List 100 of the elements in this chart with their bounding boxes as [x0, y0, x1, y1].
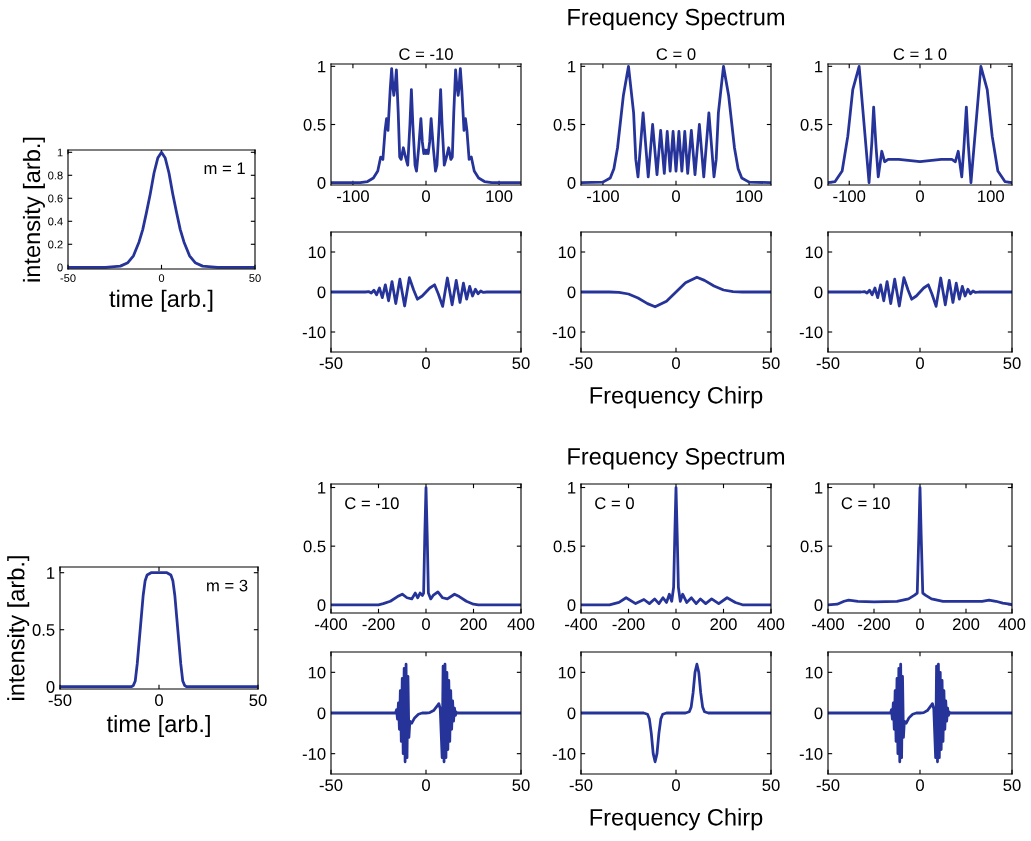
- y-tick-label: 1: [47, 567, 55, 579]
- x-axis-title: time [arb.]: [109, 289, 213, 312]
- x-tick-label: 0: [916, 357, 924, 370]
- x-tick-label: 400: [507, 618, 535, 631]
- x-tick-label: 400: [998, 618, 1026, 631]
- x-tick-label: -50: [60, 274, 76, 283]
- x-tick-label: 50: [249, 694, 267, 707]
- y-tick-label: 0: [567, 599, 576, 611]
- y-tick-label: 0: [814, 177, 823, 189]
- x-tick-label: 100: [486, 190, 513, 203]
- y-tick-label: 0.6: [48, 194, 63, 203]
- y-tick-label: 0.5: [32, 624, 55, 636]
- y-tick-label: 0: [317, 286, 326, 299]
- y-tick-label: 0.4: [48, 217, 63, 226]
- line-series: [828, 276, 1012, 308]
- y-tick-label: 0: [46, 681, 55, 693]
- annotation: m = 3: [207, 579, 248, 592]
- x-tick-label: 0: [916, 779, 924, 792]
- x-tick-label: 0: [672, 357, 680, 370]
- y-tick-label: 1: [815, 482, 823, 494]
- line-series: [331, 276, 521, 308]
- x-tick-label: -50: [569, 779, 593, 792]
- y-tick-label: 10: [805, 246, 823, 259]
- x-tick-label: 0: [672, 190, 680, 203]
- y-tick-label: 0: [567, 286, 576, 299]
- x-tick-label: 100: [978, 190, 1005, 203]
- line-series: [581, 662, 771, 764]
- y-tick-label: 0: [317, 177, 326, 189]
- y-tick-label: -10: [302, 748, 326, 760]
- x-tick-label: 50: [1003, 779, 1021, 792]
- chart-title: C = -10: [399, 48, 453, 60]
- chart-title: C = 1 0: [893, 48, 947, 60]
- annotation: C = 0: [595, 497, 634, 510]
- annotation: C = 10: [841, 497, 890, 510]
- x-tick-label: 200: [952, 618, 980, 631]
- y-tick-label: 10: [805, 666, 823, 679]
- line-series: [828, 662, 1012, 764]
- y-tick-label: 0: [317, 599, 326, 611]
- annotation: C = -10: [345, 497, 399, 510]
- y-tick-label: 0: [317, 707, 326, 720]
- x-tick-label: -100: [336, 190, 369, 203]
- y-tick-label: 1: [318, 60, 326, 73]
- y-tick-label: -10: [552, 748, 576, 760]
- x-tick-label: -200: [612, 618, 645, 631]
- y-tick-label: 0.2: [48, 240, 63, 249]
- x-tick-label: 0: [422, 779, 430, 792]
- y-tick-label: 0.5: [553, 540, 576, 553]
- x-axis-title: Frequency Chirp: [590, 808, 763, 831]
- x-tick-label: -50: [319, 779, 343, 792]
- x-tick-label: -50: [569, 357, 593, 370]
- y-axis-title: intensity [arb.]: [22, 137, 45, 282]
- x-tick-label: 50: [512, 357, 530, 370]
- y-tick-label: 0: [567, 707, 576, 720]
- x-tick-label: 0: [422, 190, 430, 203]
- y-tick-label: 1: [57, 148, 63, 157]
- x-tick-label: 50: [762, 357, 780, 370]
- line-series: [68, 150, 255, 269]
- y-tick-label: 0: [567, 177, 576, 189]
- chart-subtitle: C = 0: [656, 48, 696, 60]
- y-tick-label: 1: [815, 60, 823, 73]
- y-tick-label: 10: [308, 246, 326, 259]
- line-series: [331, 662, 521, 764]
- y-tick-label: 1: [568, 60, 576, 73]
- x-tick-label: 50: [762, 779, 780, 792]
- y-tick-label: 0.5: [800, 118, 823, 131]
- x-tick-label: -50: [816, 779, 840, 792]
- y-tick-label: 10: [558, 246, 576, 259]
- y-tick-label: 0.5: [303, 118, 326, 131]
- x-tick-label: 200: [710, 618, 737, 631]
- x-tick-label: -50: [319, 357, 343, 370]
- line-series: [581, 64, 771, 185]
- x-axis-title: time [arb.]: [106, 714, 210, 737]
- y-tick-label: 0.8: [48, 171, 63, 180]
- x-tick-label: -100: [833, 190, 866, 203]
- x-tick-label: -400: [315, 618, 348, 631]
- y-tick-label: 0: [814, 707, 823, 720]
- x-tick-label: -200: [858, 618, 891, 631]
- line-series: [828, 64, 1012, 185]
- x-tick-label: -200: [362, 618, 395, 631]
- y-tick-label: 10: [558, 666, 576, 679]
- x-tick-label: 400: [757, 618, 785, 631]
- y-tick-label: -10: [799, 326, 823, 339]
- x-tick-label: -100: [586, 190, 619, 203]
- y-tick-label: 0.5: [800, 540, 823, 553]
- x-tick-label: -50: [48, 694, 72, 707]
- y-tick-label: -10: [552, 326, 576, 339]
- x-tick-label: -50: [816, 357, 840, 370]
- x-tick-label: 0: [916, 618, 924, 631]
- annotation: m = 1: [204, 162, 245, 174]
- x-tick-label: -400: [812, 618, 845, 631]
- x-tick-label: -400: [565, 618, 598, 631]
- line-series: [331, 67, 521, 185]
- x-tick-label: 0: [422, 618, 430, 631]
- y-tick-label: 1: [318, 482, 326, 494]
- y-tick-label: 0: [57, 263, 63, 272]
- x-tick-label: 0: [916, 190, 924, 203]
- y-tick-label: 0: [814, 599, 823, 611]
- y-tick-label: 10: [308, 666, 326, 679]
- y-axis-title: intensity [arb.]: [7, 556, 30, 700]
- chart-title: Frequency Spectrum: [568, 8, 785, 31]
